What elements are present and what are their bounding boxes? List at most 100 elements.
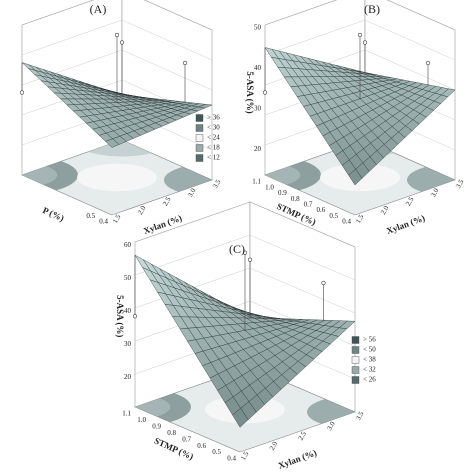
surface-cell (338, 320, 356, 330)
legend-swatch (195, 154, 204, 162)
xylan-tick-label: 3.5 (454, 178, 466, 190)
contour (164, 163, 212, 197)
legend-swatch (351, 346, 360, 354)
contour (265, 155, 321, 195)
design-point (247, 257, 253, 262)
wall-grid (249, 234, 356, 281)
stmp-tick-label: 0.9 (278, 189, 287, 197)
z-tick-label: 20 (254, 145, 262, 153)
xylan-tick-label: 2.5 (404, 195, 416, 207)
stmp-tick-label: 0.5 (86, 212, 95, 220)
panel-label: (A) (90, 2, 107, 16)
stmp-tick-label: 0.9 (152, 422, 161, 430)
design-point (425, 60, 431, 66)
stmp-tick-label: 0.4 (227, 455, 236, 463)
design-point (114, 32, 120, 38)
wall-grid (21, 19, 123, 56)
legend-swatch (351, 366, 360, 374)
legend-label: > 56 (363, 336, 376, 344)
legend-label: < 24 (207, 134, 220, 142)
contour (135, 387, 191, 427)
design-point (182, 60, 188, 66)
stmp-tick-label: 0.4 (342, 218, 351, 226)
z-tick-label: 20 (124, 373, 132, 381)
design-point (262, 90, 268, 95)
stmp-tick-label: 1.0 (265, 183, 274, 191)
xylan-tick-label: 2.0 (136, 204, 148, 216)
z-axis-title: 5-ASA (%) (245, 71, 255, 113)
stmp-tick-label: 0.7 (304, 200, 313, 208)
z-tick-label: 50 (124, 274, 132, 282)
z-tick-label: 60 (124, 241, 132, 249)
legend-swatch (195, 144, 204, 152)
xylan-tick-label: 3.5 (211, 178, 223, 190)
legend-swatch (195, 134, 204, 142)
contour (307, 395, 355, 429)
design-point (19, 90, 25, 95)
legend-swatch (195, 124, 204, 132)
legend-label: < 30 (207, 124, 220, 132)
xylan-tick-label: 1.5 (111, 213, 123, 225)
contour (265, 162, 301, 188)
wall-grid (264, 19, 366, 56)
z-tick-label: 40 (124, 307, 132, 315)
stmp-tick-label: 0.8 (291, 195, 300, 203)
xylan-tick-label: 2.5 (161, 195, 173, 207)
xylan-tick-label: 3.0 (186, 187, 198, 199)
stmp-tick-label: 1.0 (137, 416, 146, 424)
legend-label: < 32 (363, 366, 376, 374)
stmp-tick-label: 0.7 (182, 435, 191, 443)
stmp-tick-label: 0.4 (99, 218, 108, 226)
surface-cell (197, 104, 213, 109)
z-axis-title: 5-ASA (%) (115, 295, 125, 337)
design-point (119, 40, 125, 45)
stmp-tick-label: 0.5 (329, 212, 338, 220)
xylan-tick-label: 3.5 (354, 410, 366, 422)
wall-grid (249, 267, 356, 314)
legend-label: < 26 (363, 376, 376, 384)
xylan-tick-label: 3.0 (325, 420, 337, 432)
wall-grid (364, 49, 456, 91)
z-tick-label: 30 (124, 340, 132, 348)
legend-swatch (351, 376, 360, 384)
design-point (242, 250, 248, 255)
wall-grid (121, 19, 213, 61)
z-tick-label: 30 (254, 105, 262, 113)
xylan-tick-label: 2.0 (268, 440, 280, 452)
legend-swatch (351, 336, 360, 344)
design-point (321, 280, 326, 286)
legend-label: < 38 (363, 356, 376, 364)
stmp-tick-label: 0.6 (317, 206, 326, 214)
stmp-tick-label: 1.1 (252, 178, 261, 186)
wall-grid (364, 19, 456, 61)
legend-label: < 18 (207, 144, 220, 152)
design-point (362, 40, 368, 45)
wall-grid (21, 49, 123, 86)
z-tick-label: 40 (254, 64, 262, 72)
legend-swatch (195, 114, 204, 122)
xylan-tick-label: 1.5 (354, 213, 366, 225)
wall-grid (121, 49, 213, 91)
panel-label: (C) (229, 242, 245, 256)
design-point (132, 314, 138, 319)
contour (135, 394, 171, 420)
legend-label: < 50 (363, 346, 376, 354)
design-point (357, 32, 363, 38)
contour (22, 155, 78, 195)
surface-cell (441, 88, 456, 98)
legend-label: > 36 (207, 114, 220, 122)
xylan-tick-label: 1.5 (239, 450, 251, 462)
contour (77, 163, 157, 192)
xylan-tick-label: 2.5 (297, 430, 309, 442)
stmp-tick-label: 1.1 (122, 410, 131, 418)
contour (22, 162, 58, 188)
stmp-tick-label: 0.8 (167, 429, 176, 437)
legend-swatch (351, 356, 360, 364)
xylan-tick-label: 3.0 (429, 187, 441, 199)
stmp-tick-label: 0.6 (197, 442, 206, 450)
contour (407, 163, 455, 197)
panel-label: (B) (364, 2, 380, 16)
